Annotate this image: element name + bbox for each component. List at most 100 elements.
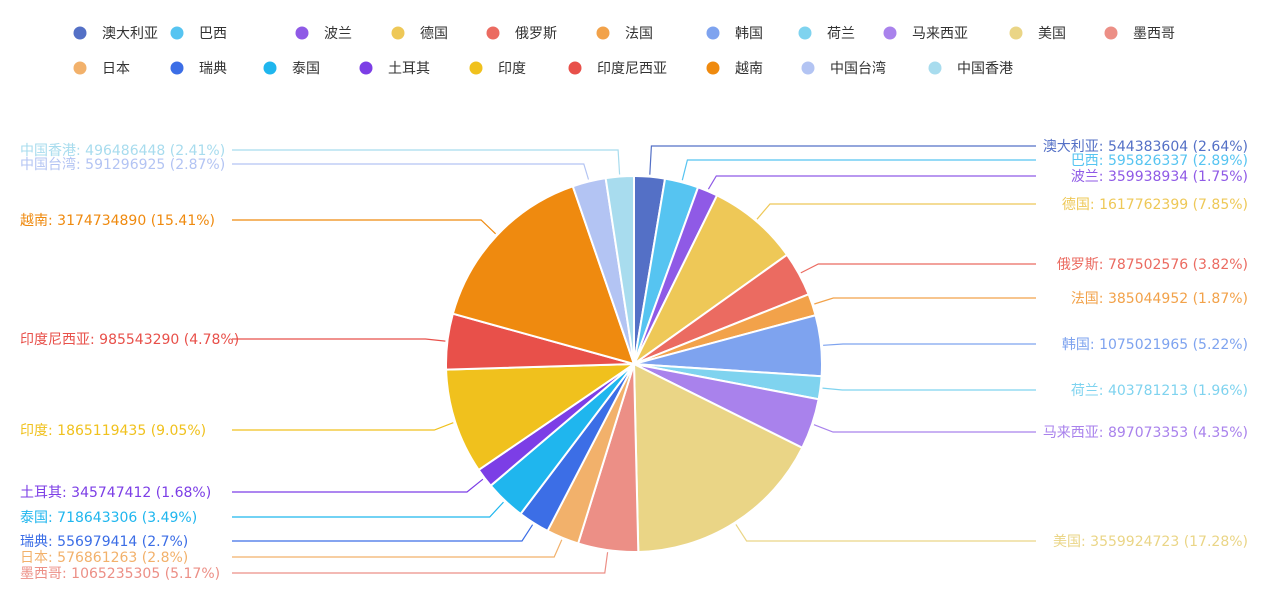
- slice-label: 韩国: 1075021965 (5.22%): [1062, 337, 1248, 353]
- legend-marker: [73, 61, 87, 75]
- legend-item[interactable]: 中国台湾: [801, 60, 887, 77]
- legend-label: 印度: [498, 61, 526, 77]
- legend-label: 韩国: [735, 26, 763, 42]
- legend-marker: [73, 26, 87, 40]
- legend-marker: [263, 61, 277, 75]
- slice-label: 泰国: 718643306 (3.49%): [20, 510, 197, 526]
- pie-slice[interactable]: [633, 193, 789, 365]
- legend-marker: [798, 26, 812, 40]
- legend-label: 澳大利亚: [102, 26, 158, 42]
- slice-label: 中国香港: 496486448 (2.41%): [20, 143, 225, 159]
- legend-item[interactable]: 德国: [391, 26, 449, 42]
- legend-item[interactable]: 越南: [706, 61, 764, 77]
- legend-marker: [706, 61, 720, 75]
- legend-marker: [295, 26, 309, 40]
- slice-label: 日本: 576861263 (2.8%): [20, 550, 188, 566]
- legend-label: 荷兰: [827, 26, 855, 42]
- leader-line: [232, 524, 534, 542]
- legend-label: 德国: [420, 26, 448, 42]
- legend-item[interactable]: 印度尼西亚: [568, 61, 668, 77]
- slice-label: 美国: 3559924723 (17.28%): [1053, 534, 1248, 550]
- slice-label: 越南: 3174734890 (15.41%): [20, 213, 215, 229]
- legend-label: 马来西亚: [912, 26, 968, 42]
- legend-marker: [170, 61, 184, 75]
- pie-slice[interactable]: [632, 362, 804, 553]
- leader-line: [823, 343, 1036, 346]
- legend-label: 越南: [735, 61, 763, 77]
- legend-label: 美国: [1038, 26, 1066, 42]
- leader-line: [756, 203, 1036, 220]
- pie-slice[interactable]: [604, 174, 635, 365]
- slice-label: 土耳其: 345747412 (1.68%): [20, 485, 211, 501]
- leader-line: [681, 159, 1036, 181]
- legend-item[interactable]: 法国: [596, 26, 654, 42]
- legend-label: 印度尼西亚: [597, 61, 667, 77]
- legend-item[interactable]: 印度: [469, 61, 527, 77]
- leader-line: [232, 422, 454, 431]
- legend-item[interactable]: 马来西亚: [883, 26, 969, 42]
- legend-marker: [486, 26, 500, 40]
- leader-line: [232, 163, 590, 180]
- leader-line: [232, 219, 497, 235]
- slice-label: 瑞典: 556979414 (2.7%): [20, 534, 188, 550]
- legend-marker: [801, 61, 815, 75]
- legend-item[interactable]: 瑞典: [170, 61, 228, 77]
- legend-item[interactable]: 墨西哥: [1104, 26, 1176, 42]
- slice-label: 中国台湾: 591296925 (2.87%): [20, 156, 225, 173]
- legend-label: 中国台湾: [830, 60, 886, 77]
- legend-item[interactable]: 澳大利亚: [73, 26, 159, 42]
- slice-label: 俄罗斯: 787502576 (3.82%): [1057, 257, 1248, 273]
- slice-label: 巴西: 595826337 (2.89%): [1071, 153, 1248, 169]
- legend-item[interactable]: 美国: [1009, 26, 1067, 42]
- legend-marker: [883, 26, 897, 40]
- slice-label: 印度: 1865119435 (9.05%): [20, 423, 206, 439]
- slice-labels: 澳大利亚: 544383604 (2.64%)巴西: 595826337 (2.…: [20, 139, 1248, 582]
- leader-line: [649, 145, 1036, 175]
- pie-slices: [445, 174, 823, 553]
- legend-item[interactable]: 日本: [73, 61, 131, 77]
- pie-slice[interactable]: [451, 184, 636, 366]
- legend-item[interactable]: 俄罗斯: [486, 26, 558, 42]
- legend-item[interactable]: 泰国: [263, 61, 321, 77]
- slice-label: 德国: 1617762399 (7.85%): [1062, 197, 1248, 213]
- legend-item[interactable]: 巴西: [170, 26, 228, 42]
- slice-label: 荷兰: 403781213 (1.96%): [1071, 383, 1248, 399]
- legend-item[interactable]: 中国香港: [928, 61, 1014, 77]
- leader-line: [822, 387, 1036, 391]
- leader-line: [232, 149, 621, 175]
- leader-lines: [232, 145, 1036, 574]
- legend-marker: [170, 26, 184, 40]
- legend-marker: [359, 61, 373, 75]
- leader-line: [814, 297, 1036, 305]
- slice-label: 马来西亚: 897073353 (4.35%): [1043, 425, 1248, 441]
- legend-label: 法国: [625, 26, 653, 42]
- legend-item[interactable]: 波兰: [295, 26, 353, 42]
- leader-line: [232, 539, 563, 558]
- legend-label: 瑞典: [199, 61, 227, 77]
- leader-line: [232, 501, 504, 518]
- legend-item[interactable]: 韩国: [706, 26, 764, 42]
- legend-label: 土耳其: [388, 61, 430, 77]
- pie-slice[interactable]: [445, 362, 638, 472]
- legend-label: 中国香港: [957, 61, 1013, 77]
- legend-marker: [568, 61, 582, 75]
- slice-label: 波兰: 359938934 (1.75%): [1071, 169, 1248, 185]
- slice-label: 澳大利亚: 544383604 (2.64%): [1043, 139, 1248, 155]
- legend-label: 日本: [102, 61, 130, 77]
- legend-marker: [928, 61, 942, 75]
- legend-item[interactable]: 土耳其: [359, 61, 431, 77]
- leader-line: [232, 478, 484, 493]
- legend-marker: [391, 26, 405, 40]
- leader-line: [232, 552, 609, 574]
- legend-label: 波兰: [324, 26, 352, 42]
- leader-line: [232, 338, 446, 342]
- legend-marker: [469, 61, 483, 75]
- leader-line: [813, 424, 1036, 433]
- legend-marker: [1104, 26, 1118, 40]
- legend-label: 泰国: [292, 61, 320, 77]
- legend-item[interactable]: 荷兰: [798, 26, 856, 42]
- slice-label: 墨西哥: 1065235305 (5.17%): [20, 566, 220, 582]
